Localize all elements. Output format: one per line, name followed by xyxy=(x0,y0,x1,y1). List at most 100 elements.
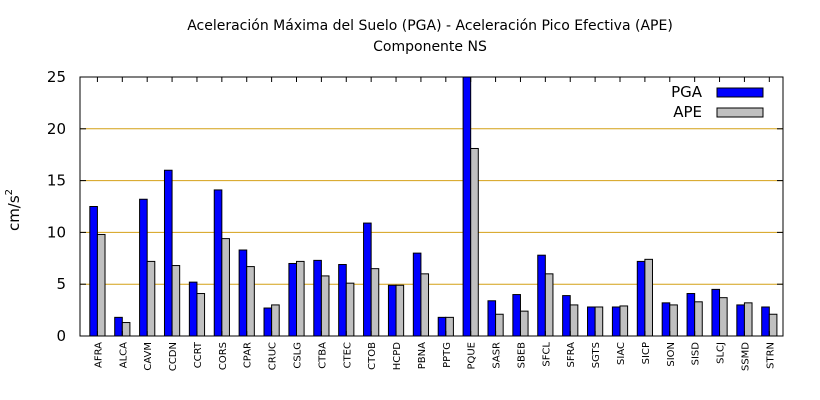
y-axis-label-exponent: 2 xyxy=(4,189,15,195)
bar-pga-ccrt xyxy=(188,281,198,337)
x-tick-label-siac: SIAC xyxy=(616,342,627,365)
legend-label-pga: PGA xyxy=(671,83,703,101)
y-tick-label: 25 xyxy=(47,68,66,86)
bar-pga-sasr xyxy=(487,300,497,337)
x-axis-ticks: AFRA ALCA CAVM CCDN CCRT CORS CPAR CRUC CSLG CTBA… xyxy=(93,77,776,371)
gridlines xyxy=(80,128,783,285)
bar-pga-pptg xyxy=(437,316,447,337)
bar-ape-cors xyxy=(221,238,230,337)
bar-ape-sbeb xyxy=(519,310,529,337)
x-tick-label-slcj: SLCJ xyxy=(716,342,727,364)
bar-pga-cslg xyxy=(288,262,297,337)
bar-pga-pque xyxy=(462,76,472,337)
bar-ape-sisd xyxy=(694,301,703,337)
bar-ape-sion xyxy=(669,304,678,337)
x-tick-label-ccdn: CCDN xyxy=(168,342,179,371)
bar-ape-sgts xyxy=(594,306,604,337)
bar-ape-pque xyxy=(470,147,479,337)
y-tick-label: 15 xyxy=(47,172,66,190)
x-tick-label-cavm: CAVM xyxy=(143,342,154,371)
bar-pga-cpar xyxy=(238,249,248,337)
bar-ape-ccrt xyxy=(196,293,206,337)
bar-pga-cors xyxy=(213,189,223,337)
x-tick-label-ctob: CTOB xyxy=(367,342,378,370)
x-tick-label-cpar: CPAR xyxy=(243,342,254,368)
y-axis-label-unit: cm/s xyxy=(5,195,23,231)
y-axis-ticks: 0 5 10 15 20 25 xyxy=(47,68,783,345)
bar-ape-pbna xyxy=(420,273,430,337)
bar-ape-cpar xyxy=(246,266,255,337)
bar-pga-hcpd xyxy=(387,284,397,337)
legend-label-ape: APE xyxy=(673,103,702,121)
bar-pga-sion xyxy=(661,302,671,337)
legend-swatch-ape xyxy=(716,107,764,118)
bar-pga-ctec xyxy=(338,264,347,337)
x-tick-label-ctec: CTEC xyxy=(342,342,353,368)
x-tick-label-sfcl: SFCL xyxy=(541,342,552,367)
bar-ape-ssmd xyxy=(743,302,753,337)
bar-pga-ctob xyxy=(363,222,372,337)
x-tick-label-sbeb: SBEB xyxy=(516,342,527,369)
x-tick-label-ctba: CTBA xyxy=(317,342,328,369)
x-tick-label-sisd: SISD xyxy=(691,342,702,366)
x-tick-label-alca: ALCA xyxy=(118,342,129,368)
x-tick-label-sasr: SASR xyxy=(492,342,503,369)
y-tick-label: 0 xyxy=(56,327,66,345)
bar-ape-strn xyxy=(768,313,778,337)
bar-pga-sicp xyxy=(636,260,646,337)
bar-pga-afra xyxy=(89,206,98,337)
bar-ape-sicp xyxy=(644,258,653,337)
bar-ape-cruc xyxy=(271,304,280,337)
bar-ape-ctba xyxy=(320,275,330,337)
bar-pga-slcj xyxy=(711,288,721,337)
x-tick-label-sfra: SFRA xyxy=(566,342,577,368)
y-tick-label: 20 xyxy=(47,120,66,138)
y-tick-label: 10 xyxy=(47,223,66,241)
x-tick-label-ccrt: CCRT xyxy=(193,341,204,368)
legend: PGA APE xyxy=(671,83,764,121)
bar-pga-cavm xyxy=(139,198,148,337)
bar-ape-ccdn xyxy=(171,265,181,337)
x-tick-label-pque: PQUE xyxy=(467,342,478,370)
chart-subtitle: Componente NS xyxy=(373,39,487,55)
bar-pga-alca xyxy=(114,316,123,337)
bar-ape-sfcl xyxy=(544,273,554,337)
bar-ape-ctob xyxy=(370,268,380,337)
plot-frame xyxy=(79,76,784,337)
bar-ape-afra xyxy=(96,233,106,337)
x-tick-label-cors: CORS xyxy=(218,342,229,370)
bar-ape-siac xyxy=(619,305,629,337)
x-tick-label-pbna: PBNA xyxy=(417,342,428,369)
y-tick-label: 5 xyxy=(56,275,66,293)
y-axis-label: cm/s2 xyxy=(4,189,23,231)
chart-title: Aceleración Máxima del Suelo (PGA) - Ace… xyxy=(187,18,673,34)
bar-pga-cruc xyxy=(263,307,273,337)
bar-ape-pptg xyxy=(445,316,454,337)
bar-ape-cslg xyxy=(295,260,305,337)
bar-pga-pbna xyxy=(412,252,422,337)
bar-pga-sfra xyxy=(562,295,571,337)
x-tick-label-sion: SION xyxy=(666,342,677,367)
x-tick-label-sicp: SICP xyxy=(641,342,652,364)
x-tick-label-sgts: SGTS xyxy=(591,342,602,368)
x-tick-label-cruc: CRUC xyxy=(268,342,279,370)
x-tick-label-ssmd: SSMD xyxy=(740,342,751,371)
bar-pga-strn xyxy=(761,306,770,337)
bar-pga-sbeb xyxy=(512,294,521,337)
x-tick-label-hcpd: HCPD xyxy=(392,342,403,371)
bar-pga-ssmd xyxy=(736,304,745,337)
bar-pga-sgts xyxy=(587,306,596,337)
bar-ape-sfra xyxy=(569,304,579,337)
x-tick-label-pptg: PPTG xyxy=(442,342,453,368)
bars xyxy=(89,76,778,337)
bar-ape-sasr xyxy=(495,313,504,337)
x-tick-label-cslg: CSLG xyxy=(292,342,303,369)
bar-ape-cavm xyxy=(146,260,156,337)
bar-pga-sisd xyxy=(686,293,696,337)
bar-ape-hcpd xyxy=(395,284,405,337)
legend-swatch-pga xyxy=(716,87,764,98)
bar-pga-siac xyxy=(611,306,621,337)
x-tick-label-afra: AFRA xyxy=(93,342,104,368)
bar-ape-slcj xyxy=(719,297,728,337)
